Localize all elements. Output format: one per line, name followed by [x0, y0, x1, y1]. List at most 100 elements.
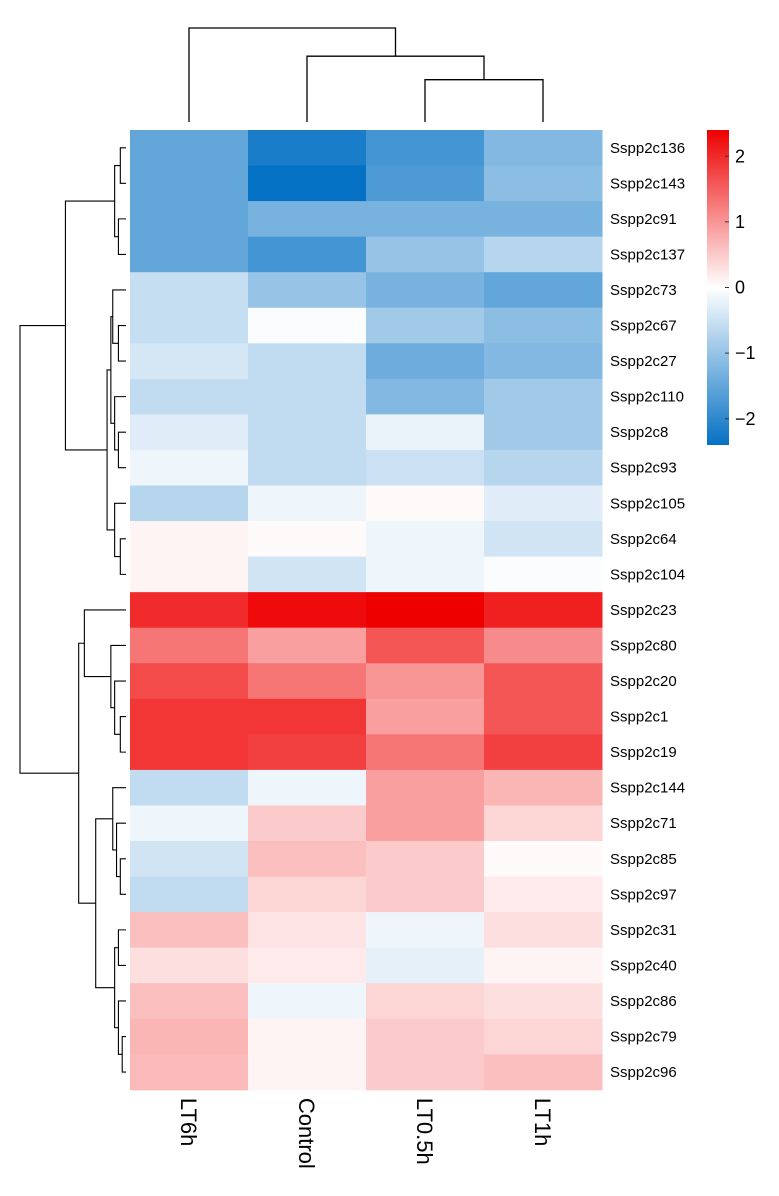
- heatmap-cell: [130, 947, 249, 984]
- row-label: Sspp2c104: [610, 566, 685, 583]
- heatmap-cell: [248, 698, 367, 735]
- heatmap-cell: [484, 1018, 603, 1055]
- row-label: Sspp2c27: [610, 353, 677, 370]
- heatmap-cell: [248, 378, 367, 415]
- heatmap-cell: [130, 521, 249, 558]
- row-label: Sspp2c85: [610, 851, 677, 868]
- row-dendrogram-link: [114, 396, 126, 451]
- heatmap-cell: [484, 343, 603, 380]
- heatmap-cell: [484, 165, 603, 202]
- column-dendrogram-link: [188, 27, 397, 122]
- color-scale-tick-label: 1: [735, 212, 745, 232]
- heatmap-cell: [366, 1054, 485, 1091]
- heatmap-cell: [248, 521, 367, 558]
- heatmap-cell: [366, 272, 485, 309]
- row-dendrogram-link: [95, 818, 115, 989]
- heatmap-cell: [366, 556, 485, 593]
- heatmap-cell: [484, 378, 603, 415]
- heatmap-cell: [130, 272, 249, 309]
- heatmap-cell: [366, 734, 485, 771]
- row-label: Sspp2c97: [610, 886, 677, 903]
- heatmap-cell: [130, 343, 249, 380]
- row-label: Sspp2c19: [610, 744, 677, 761]
- heatmap-cell: [248, 307, 367, 344]
- heatmap-cell: [366, 1018, 485, 1055]
- heatmap-cell: [130, 983, 249, 1020]
- heatmap-cell: [130, 663, 249, 700]
- column-label: Control: [294, 1098, 319, 1169]
- row-label: Sspp2c31: [610, 922, 677, 939]
- heatmap-cell: [484, 769, 603, 806]
- heatmap-cell: [484, 449, 603, 486]
- row-label: Sspp2c64: [610, 531, 677, 548]
- heatmap-cell: [366, 769, 485, 806]
- heatmap-cell: [248, 1018, 367, 1055]
- row-dendrogram: [19, 147, 126, 1073]
- color-scale-tick-label: 0: [735, 278, 745, 298]
- row-dendrogram-link: [83, 609, 126, 678]
- heatmap-cell: [484, 983, 603, 1020]
- row-dendrogram-link: [110, 644, 126, 709]
- row-label: Sspp2c86: [610, 993, 677, 1010]
- heatmap-cell: [130, 378, 249, 415]
- heatmap-cell: [130, 769, 249, 806]
- heatmap-cell: [130, 1018, 249, 1055]
- row-label: Sspp2c93: [610, 460, 677, 477]
- heatmap-cell: [248, 983, 367, 1020]
- row-label: Sspp2c96: [610, 1064, 677, 1081]
- row-dendrogram-link: [19, 324, 79, 774]
- heatmap-cell: [130, 307, 249, 344]
- row-label: Sspp2c91: [610, 211, 677, 228]
- column-label: LT0.5h: [412, 1098, 437, 1165]
- row-label: Sspp2c67: [610, 318, 677, 335]
- heatmap-cell: [130, 734, 249, 771]
- row-label: Sspp2c136: [610, 140, 685, 157]
- heatmap-cell: [366, 485, 485, 522]
- color-scale-tick-label: 2: [735, 146, 745, 166]
- row-label: Sspp2c1: [610, 709, 668, 726]
- heatmap-cell: [130, 236, 249, 273]
- heatmap-cell: [248, 841, 367, 878]
- row-label: Sspp2c73: [610, 282, 677, 299]
- heatmap-cell: [484, 841, 603, 878]
- row-label: Sspp2c23: [610, 602, 677, 619]
- column-label: LT6h: [176, 1098, 201, 1147]
- heatmap-cell: [248, 734, 367, 771]
- heatmap-cell: [366, 236, 485, 273]
- heatmap-cell: [130, 130, 249, 167]
- heatmap-cell: [248, 201, 367, 238]
- row-label: Sspp2c8: [610, 424, 668, 441]
- heatmap-cell: [366, 130, 485, 167]
- heatmap-cell: [248, 272, 367, 309]
- heatmap-cell: [130, 698, 249, 735]
- heatmap-cell: [484, 1054, 603, 1091]
- heatmap-cell: [366, 627, 485, 664]
- heatmap-cell: [484, 912, 603, 949]
- heatmap-cell: [366, 449, 485, 486]
- heatmap-cell: [366, 307, 485, 344]
- heatmap-cell: [484, 521, 603, 558]
- row-label: Sspp2c20: [610, 673, 677, 690]
- heatmap-cell: [130, 592, 249, 629]
- color-legend: 2 1 0 −1 −2: [707, 130, 756, 445]
- heatmap-cell: [130, 201, 249, 238]
- row-dendrogram-link: [112, 787, 126, 851]
- heatmap-cell: [248, 912, 367, 949]
- heatmap-cell: [484, 272, 603, 309]
- heatmap-cell: [248, 876, 367, 913]
- row-dendrogram-link: [114, 947, 119, 1029]
- row-label: Sspp2c79: [610, 1029, 677, 1046]
- heatmap-cell: [248, 130, 367, 167]
- heatmap-cell: [248, 947, 367, 984]
- heatmap-cell: [484, 201, 603, 238]
- color-scale-bar: [707, 130, 729, 445]
- row-dendrogram-link: [115, 822, 126, 878]
- heatmap-cell: [484, 627, 603, 664]
- color-scale-tick-label: −2: [735, 409, 756, 429]
- heatmap-cell: [484, 698, 603, 735]
- heatmap-cell: [484, 307, 603, 344]
- row-dendrogram-link: [117, 929, 126, 966]
- column-dendrogram-link: [306, 55, 485, 122]
- heatmap-cell: [130, 627, 249, 664]
- heatmap-cell: [248, 592, 367, 629]
